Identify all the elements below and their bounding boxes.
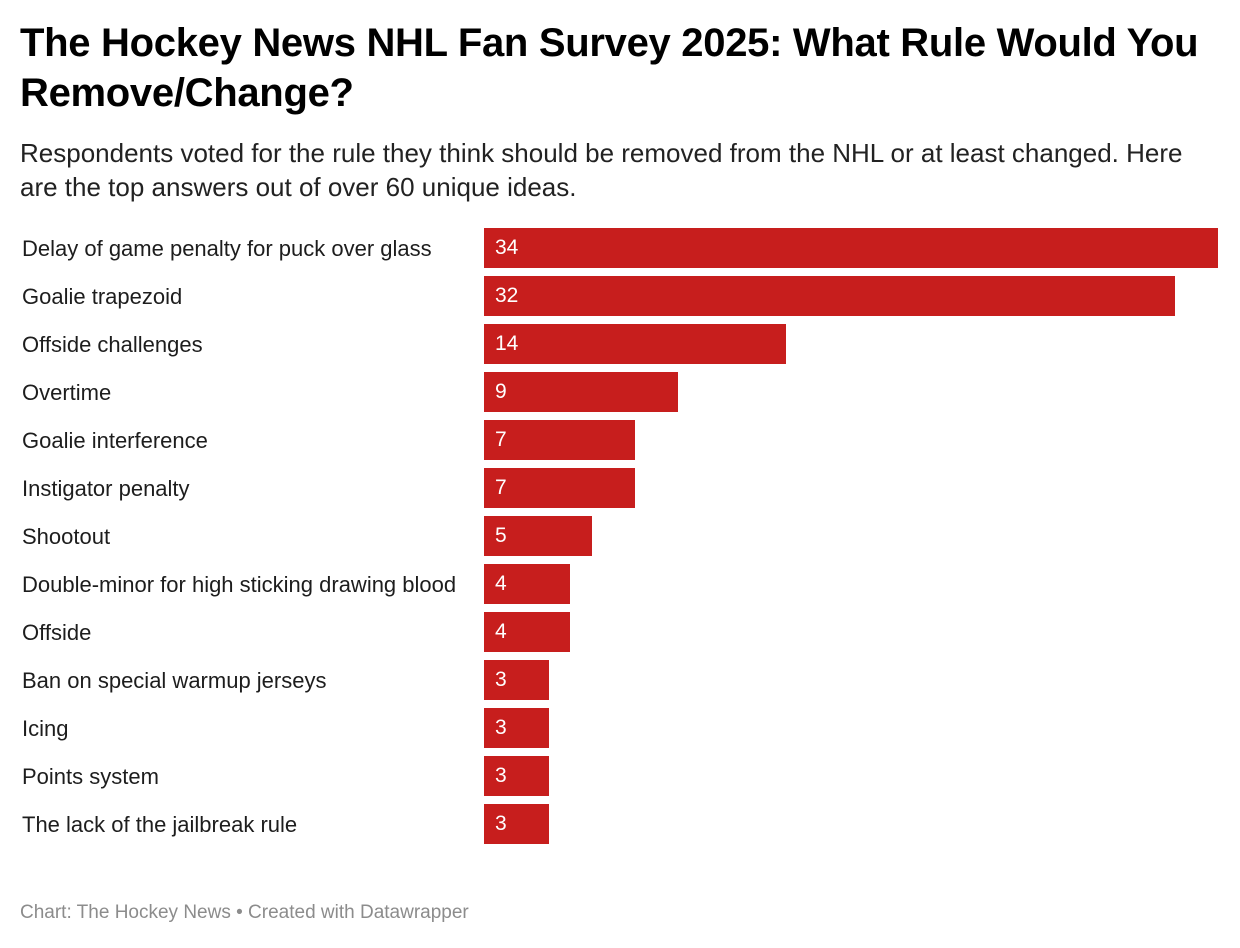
bar-row: Delay of game penalty for puck over glas… (22, 228, 1220, 268)
bar-value-label: 14 (495, 332, 519, 355)
bar-category-label: Delay of game penalty for puck over glas… (22, 235, 432, 261)
bar-value-label: 5 (495, 524, 507, 547)
bar: 34 (484, 228, 1218, 268)
bar-row: Double-minor for high sticking drawing b… (22, 564, 1220, 604)
chart-subtitle: Respondents voted for the rule they thin… (20, 138, 1183, 202)
bar-value-label: 4 (495, 572, 507, 595)
bar-value-label: 34 (495, 236, 519, 259)
bar-row: Points system 3 (22, 756, 1220, 796)
bar-category-label: Overtime (22, 379, 112, 405)
bar-row: Shootout 5 (22, 516, 1220, 556)
bar-row: Offside challenges 14 (22, 324, 1220, 364)
bar: 5 (484, 516, 592, 556)
bar-category-label: Instigator penalty (22, 475, 190, 501)
bar-value-label: 7 (495, 428, 507, 451)
bar: 32 (484, 276, 1175, 316)
bar: 7 (484, 468, 635, 508)
bar-category-label: Ban on special warmup jerseys (22, 667, 327, 693)
bar-category-label: Double-minor for high sticking drawing b… (22, 571, 457, 597)
bar-row: Ban on special warmup jerseys 3 (22, 660, 1220, 700)
bar-category-label: Goalie trapezoid (22, 283, 183, 309)
bar-row: Goalie trapezoid 32 (22, 276, 1220, 316)
bar-value-label: 3 (495, 668, 507, 691)
bar-value-label: 4 (495, 620, 507, 643)
bar-row: Icing 3 (22, 708, 1220, 748)
bar-category-label: Points system (22, 763, 159, 789)
bar-category-label: Offside (22, 619, 92, 645)
bar: 9 (484, 372, 678, 412)
bar: 3 (484, 708, 549, 748)
bar-category-label: Offside challenges (22, 331, 203, 357)
chart-credit: Chart: The Hockey News • Created with Da… (20, 902, 469, 923)
bar: 3 (484, 660, 549, 700)
chart-header: The Hockey News NHL Fan Survey 2025: Wha… (20, 18, 1220, 204)
bar-row: Offside 4 (22, 612, 1220, 652)
bar-row: Overtime 9 (22, 372, 1220, 412)
bar: 7 (484, 420, 635, 460)
bar-value-label: 7 (495, 476, 507, 499)
bar-value-label: 32 (495, 284, 519, 307)
bar: 3 (484, 756, 549, 796)
chart-title: The Hockey News NHL Fan Survey 2025: Wha… (20, 21, 1199, 115)
bar-category-label: Shootout (22, 523, 111, 549)
bar-value-label: 3 (495, 812, 507, 835)
bar: 4 (484, 564, 570, 604)
bar: 4 (484, 612, 570, 652)
bar-category-label: The lack of the jailbreak rule (22, 811, 298, 837)
bar-value-label: 9 (495, 380, 507, 403)
bar-row: Instigator penalty 7 (22, 468, 1220, 508)
bar-value-label: 3 (495, 716, 507, 739)
bar: 3 (484, 804, 549, 844)
bar-row: Goalie interference 7 (22, 420, 1220, 460)
bar-category-label: Goalie interference (22, 427, 208, 453)
bar-category-label: Icing (22, 715, 69, 741)
bar-row: The lack of the jailbreak rule 3 (22, 804, 1220, 844)
bar: 14 (484, 324, 786, 364)
bar-value-label: 3 (495, 764, 507, 787)
